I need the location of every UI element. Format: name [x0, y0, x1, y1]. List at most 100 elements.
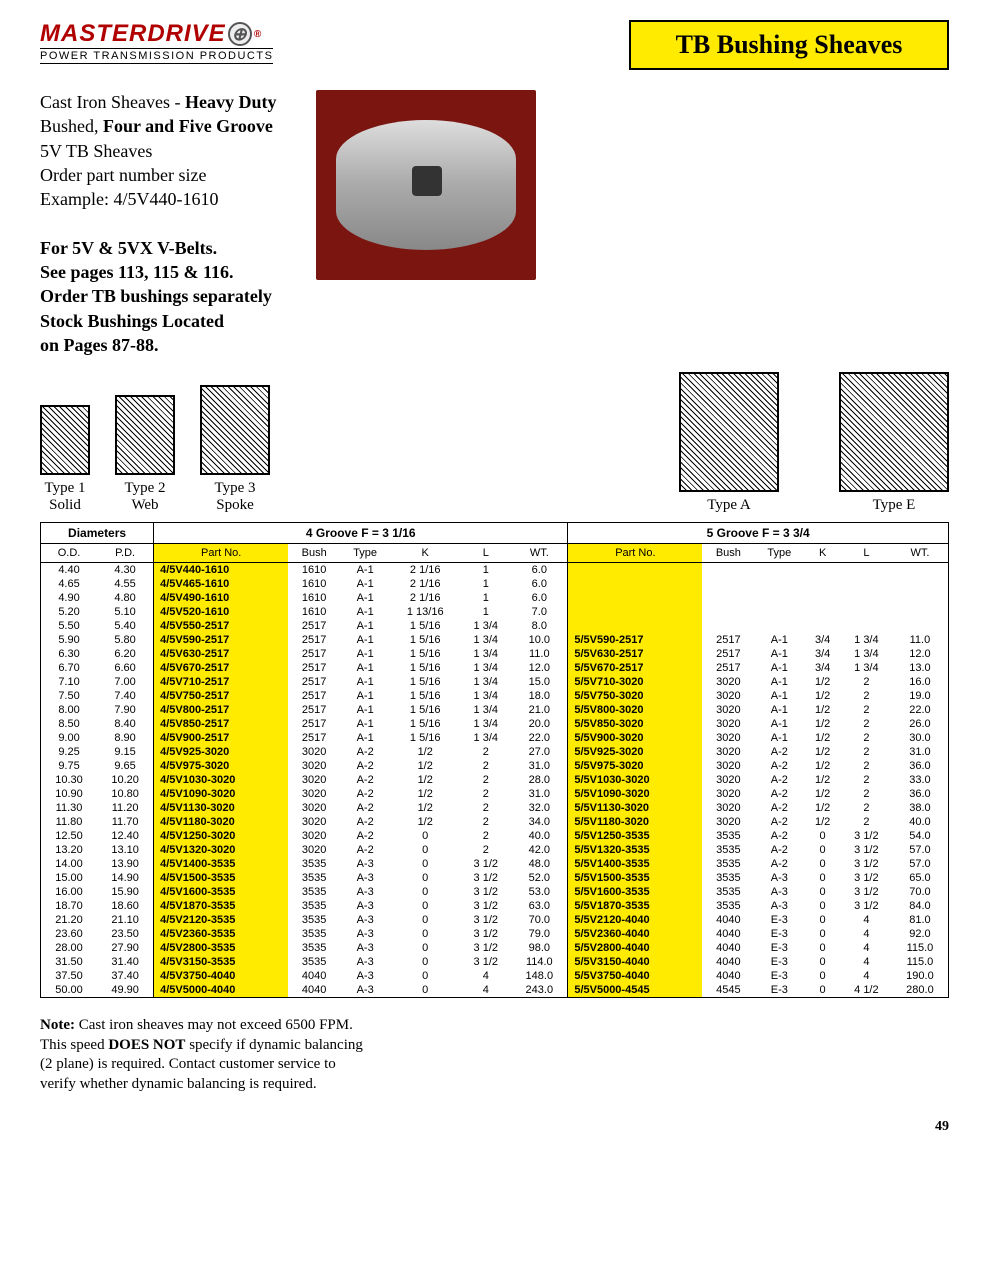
- cell-p5: 5/5V1400-3535: [568, 857, 703, 871]
- cell-b5: 3020: [702, 689, 754, 703]
- cell-p4: 4/5V2120-3535: [154, 913, 289, 927]
- cell-w4: 7.0: [511, 605, 568, 619]
- cell-l5: 4: [841, 927, 892, 941]
- cell-l4: 3 1/2: [460, 927, 511, 941]
- cell-b5: 4040: [702, 955, 754, 969]
- cell-w5: 54.0: [892, 829, 949, 843]
- cell-b5: 3535: [702, 829, 754, 843]
- cell-pd: 4.55: [97, 577, 154, 591]
- cell-l5: [841, 619, 892, 633]
- table-row: 15.0014.904/5V1500-35353535A-303 1/252.0…: [41, 871, 949, 885]
- table-row: 7.107.004/5V710-25172517A-11 5/161 3/415…: [41, 675, 949, 689]
- cell-l4: 1 3/4: [460, 703, 511, 717]
- cell-k5: 0: [804, 969, 841, 983]
- cell-l4: 1 3/4: [460, 633, 511, 647]
- cell-w4: 53.0: [511, 885, 568, 899]
- cell-t4: A-1: [340, 675, 390, 689]
- cell-pd: 37.40: [97, 969, 154, 983]
- cell-p5: 5/5V800-3020: [568, 703, 703, 717]
- table-row: 31.5031.404/5V3150-35353535A-303 1/2114.…: [41, 955, 949, 969]
- cell-t5: A-2: [754, 829, 804, 843]
- cell-w5: 190.0: [892, 969, 949, 983]
- cell-l5: 2: [841, 731, 892, 745]
- cell-l5: [841, 577, 892, 591]
- cell-b4: 4040: [288, 983, 340, 998]
- logo-reg: ®: [254, 29, 262, 40]
- cell-w5: [892, 577, 949, 591]
- cell-p4: 4/5V1130-3020: [154, 801, 289, 815]
- cell-pd: 13.10: [97, 843, 154, 857]
- cell-t5: A-2: [754, 801, 804, 815]
- cell-k4: 1/2: [390, 773, 460, 787]
- cell-k4: 1 5/16: [390, 633, 460, 647]
- diagram-type2: Type 2Web: [115, 395, 175, 514]
- cell-b4: 2517: [288, 633, 340, 647]
- cell-k4: 1/2: [390, 759, 460, 773]
- cell-t4: A-1: [340, 633, 390, 647]
- cell-k4: 0: [390, 955, 460, 969]
- cell-p5: 5/5V1030-3020: [568, 773, 703, 787]
- note-text: (2 plane) is required. Contact customer …: [40, 1055, 949, 1075]
- cell-t4: A-2: [340, 759, 390, 773]
- cell-p5: 5/5V3750-4040: [568, 969, 703, 983]
- cell-w5: 31.0: [892, 745, 949, 759]
- cell-l4: 3 1/2: [460, 857, 511, 871]
- cell-p4: 4/5V1320-3020: [154, 843, 289, 857]
- cell-k4: 0: [390, 927, 460, 941]
- cell-b4: 2517: [288, 661, 340, 675]
- cell-p4: 4/5V1250-3020: [154, 829, 289, 843]
- cell-b5: 3020: [702, 731, 754, 745]
- cell-l5: [841, 563, 892, 578]
- cell-t4: A-3: [340, 927, 390, 941]
- cell-b4: 3535: [288, 857, 340, 871]
- cell-k4: 0: [390, 843, 460, 857]
- logo: MASTERDRIVE ® POWER TRANSMISSION PRODUCT…: [40, 20, 273, 64]
- table-subheader-row: O.D. P.D. Part No. Bush Type K L WT. Par…: [41, 544, 949, 563]
- sheave-table: Diameters 4 Groove F = 3 1/16 5 Groove F…: [40, 522, 949, 998]
- cell-w5: 36.0: [892, 787, 949, 801]
- col-k: K: [804, 544, 841, 563]
- diagram-typeA: Type A: [679, 372, 779, 514]
- cell-w4: 70.0: [511, 913, 568, 927]
- cell-t4: A-1: [340, 661, 390, 675]
- product-image: [316, 90, 536, 280]
- cell-p5: [568, 619, 703, 633]
- cell-k5: 1/2: [804, 815, 841, 829]
- diagram-type1: Type 1Solid: [40, 405, 90, 514]
- cell-pd: 49.90: [97, 983, 154, 998]
- cell-p4: 4/5V1870-3535: [154, 899, 289, 913]
- cell-k4: 1 5/16: [390, 647, 460, 661]
- desc-text: Example: 4/5V440-1610: [40, 187, 276, 211]
- type-diagrams-left: Type 1Solid Type 2Web Type 3Spoke: [40, 385, 270, 514]
- cell-p4: 4/5V2800-3535: [154, 941, 289, 955]
- cell-w4: 22.0: [511, 731, 568, 745]
- cell-l5: 2: [841, 787, 892, 801]
- col-type: Type: [340, 544, 390, 563]
- cell-l5: 4: [841, 913, 892, 927]
- diagram-label: Spoke: [216, 497, 254, 514]
- cell-w5: 115.0: [892, 955, 949, 969]
- cell-k5: 0: [804, 913, 841, 927]
- cell-od: 13.20: [41, 843, 98, 857]
- col-pd: P.D.: [97, 544, 154, 563]
- cell-b4: 3535: [288, 885, 340, 899]
- cell-t5: [754, 619, 804, 633]
- logo-subtitle: POWER TRANSMISSION PRODUCTS: [40, 48, 273, 64]
- cell-w5: 22.0: [892, 703, 949, 717]
- cell-k4: 0: [390, 829, 460, 843]
- cell-w5: 57.0: [892, 843, 949, 857]
- cell-l4: 1: [460, 605, 511, 619]
- cell-t5: [754, 577, 804, 591]
- cell-b5: 3020: [702, 675, 754, 689]
- cell-t5: A-2: [754, 745, 804, 759]
- cell-w5: [892, 619, 949, 633]
- cell-w4: 243.0: [511, 983, 568, 998]
- cell-l5: 1 3/4: [841, 633, 892, 647]
- cell-l4: 3 1/2: [460, 885, 511, 899]
- cell-t5: A-3: [754, 871, 804, 885]
- note-text: DOES NOT: [108, 1037, 185, 1053]
- cell-k4: 1 5/16: [390, 731, 460, 745]
- diagram-icon: [679, 372, 779, 492]
- cell-l4: 1 3/4: [460, 731, 511, 745]
- cell-k5: 1/2: [804, 675, 841, 689]
